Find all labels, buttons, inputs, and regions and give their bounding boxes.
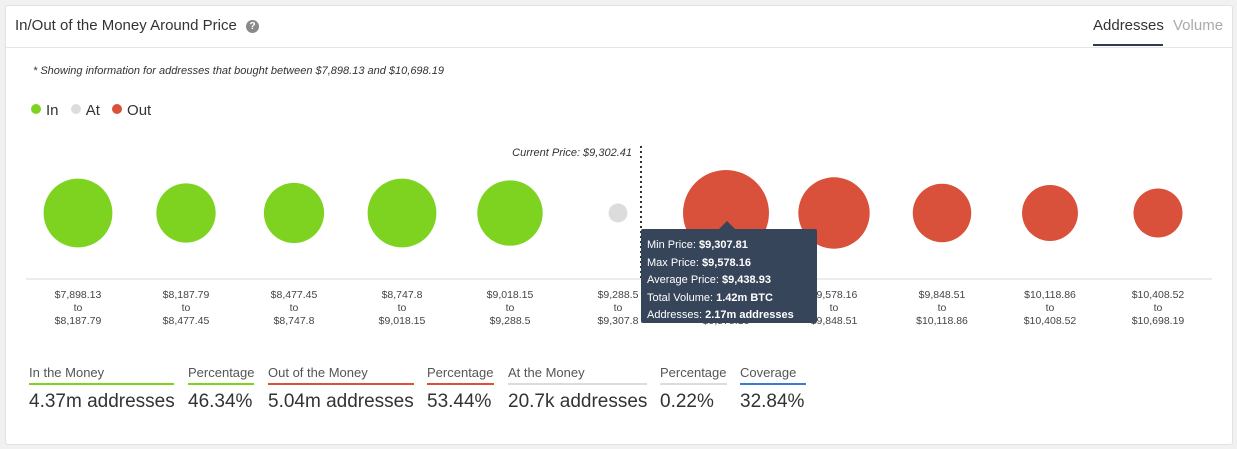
tooltip-max-label: Max Price: xyxy=(647,256,699,269)
tooltip-avg-label: Average Price: xyxy=(647,274,719,286)
bubble-in[interactable] xyxy=(263,182,325,244)
stat-label: Percentage xyxy=(660,365,727,380)
stat-value: 5.04m addresses xyxy=(268,391,414,412)
x-tick-label: to xyxy=(290,302,299,314)
stat-out-percentage: Percentage 53.44% xyxy=(427,365,494,413)
stat-bar xyxy=(660,383,727,385)
stat-value: 4.37m addresses xyxy=(29,391,175,412)
legend-label-in: In xyxy=(46,102,59,119)
stat-label: Percentage xyxy=(188,365,255,380)
legend-dot-in-icon xyxy=(31,104,41,114)
x-tick-label: to xyxy=(182,302,191,314)
question-circle-icon[interactable]: ? xyxy=(246,20,259,33)
stat-bar xyxy=(268,383,414,385)
bubble-out[interactable] xyxy=(1133,188,1183,238)
x-tick-label: to xyxy=(938,302,947,314)
stat-out-of-the-money: Out of the Money 5.04m addresses xyxy=(268,365,414,413)
legend-item-out[interactable]: Out xyxy=(112,102,151,119)
x-tick-label: $8,187.79 xyxy=(55,315,102,327)
stat-value: 0.22% xyxy=(660,391,714,412)
bubble-out[interactable] xyxy=(1022,185,1078,241)
chart-legend: In At Out xyxy=(31,102,159,119)
stat-bar xyxy=(508,383,647,385)
stat-at-the-money: At the Money 20.7k addresses xyxy=(508,365,647,413)
x-tick-label: $8,477.45 xyxy=(271,289,318,301)
tooltip-min-label: Min Price: xyxy=(647,239,696,251)
stat-at-percentage: Percentage 0.22% xyxy=(660,365,727,413)
legend-item-in[interactable]: In xyxy=(31,102,59,119)
x-tick-label: $10,408.52 xyxy=(1024,315,1077,327)
tooltip-min-value: $9,307.81 xyxy=(698,239,748,251)
stat-bar xyxy=(29,383,174,385)
tooltip-arrow xyxy=(719,221,735,229)
stat-value: 46.34% xyxy=(188,391,253,412)
x-tick-label: $10,698.19 xyxy=(1132,315,1185,327)
x-tick-label: $9,018.15 xyxy=(379,315,426,327)
x-tick-label: $8,477.45 xyxy=(163,315,210,327)
stat-value: 20.7k addresses xyxy=(508,391,648,412)
legend-item-at[interactable]: At xyxy=(70,102,100,119)
stat-bar xyxy=(740,383,806,385)
x-tick-label: $9,307.8 xyxy=(598,315,639,327)
tooltip-max-value: $9,578.16 xyxy=(702,256,751,269)
x-tick-label: $10,408.52 xyxy=(1132,289,1185,301)
stat-value: 53.44% xyxy=(427,391,492,412)
legend-dot-at-icon xyxy=(70,104,81,114)
stat-label: Out of the Money xyxy=(268,365,368,380)
chart-card: In/Out of the Money Around Price ? Addre… xyxy=(5,5,1233,445)
stat-label: At the Money xyxy=(508,365,585,380)
tab-volume[interactable]: Volume xyxy=(1173,17,1224,34)
bubble-in[interactable] xyxy=(43,178,113,248)
stat-bar xyxy=(427,383,494,385)
tooltip-volume-label: Total Volume: xyxy=(647,291,714,304)
stat-label: In the Money xyxy=(29,365,105,380)
bubble-at[interactable] xyxy=(608,203,628,223)
x-tick-label: $9,848.51 xyxy=(811,315,858,327)
stat-coverage: Coverage 32.84% xyxy=(740,365,806,413)
stat-value: 32.84% xyxy=(740,391,805,412)
stat-in-the-money: In the Money 4.37m addresses xyxy=(29,365,175,413)
range-note: * Showing information for addresses that… xyxy=(33,65,444,77)
bubble-tooltip: Min Price: $9,307.81 Max Price: $9,578.1… xyxy=(641,229,817,323)
x-tick-label: $10,118.86 xyxy=(1024,289,1076,301)
header-divider xyxy=(6,47,1232,48)
x-tick-label: $9,288.5 xyxy=(490,315,531,327)
x-tick-label: to xyxy=(830,302,839,314)
stat-bar xyxy=(188,383,254,385)
bubble-out[interactable] xyxy=(912,183,972,243)
x-tick-label: to xyxy=(506,302,515,314)
legend-label-at: At xyxy=(85,102,100,119)
x-tick-label: $9,848.51 xyxy=(919,289,966,301)
x-tick-label: to xyxy=(614,302,623,314)
tooltip-addresses-value: 2.17m addresses xyxy=(705,309,794,321)
x-tick-label: $9,288.5 xyxy=(598,289,639,301)
x-tick-label: to xyxy=(398,302,407,314)
page-title: In/Out of the Money Around Price xyxy=(15,17,237,34)
x-tick-label: $9,578.16 xyxy=(811,289,858,301)
tooltip-volume-value: 1.42m BTC xyxy=(716,291,773,304)
stat-label: Percentage xyxy=(427,365,494,380)
active-tab-indicator xyxy=(1093,44,1163,46)
x-tick-label: to xyxy=(1046,302,1055,314)
stat-in-percentage: Percentage 46.34% xyxy=(188,365,255,413)
x-tick-label: $7,898.13 xyxy=(55,289,102,301)
legend-label-out: Out xyxy=(127,102,152,119)
tooltip-addresses-label: Addresses: xyxy=(647,309,703,321)
x-tick-label: to xyxy=(1154,302,1163,314)
x-tick-label: to xyxy=(74,302,83,314)
x-tick-label: $9,018.15 xyxy=(487,289,534,301)
bubble-in[interactable] xyxy=(156,183,216,243)
stat-label: Coverage xyxy=(740,365,797,380)
current-price-label: Current Price: $9,302.41 xyxy=(512,147,632,159)
tab-addresses[interactable]: Addresses xyxy=(1093,17,1164,34)
bubble-in[interactable] xyxy=(367,178,437,248)
legend-dot-out-icon xyxy=(112,104,123,114)
tooltip-avg-value: $9,438.93 xyxy=(722,274,771,286)
x-tick-label: $8,187.79 xyxy=(163,289,210,301)
x-tick-label: $10,118.86 xyxy=(916,315,968,327)
x-tick-label: $8,747.8 xyxy=(274,315,315,327)
bubble-chart: Current Price: $9,302.41 $7,898.13to$8,1… xyxy=(26,146,1212,327)
x-tick-label: $8,747.8 xyxy=(382,289,423,301)
bubble-in[interactable] xyxy=(477,180,543,246)
